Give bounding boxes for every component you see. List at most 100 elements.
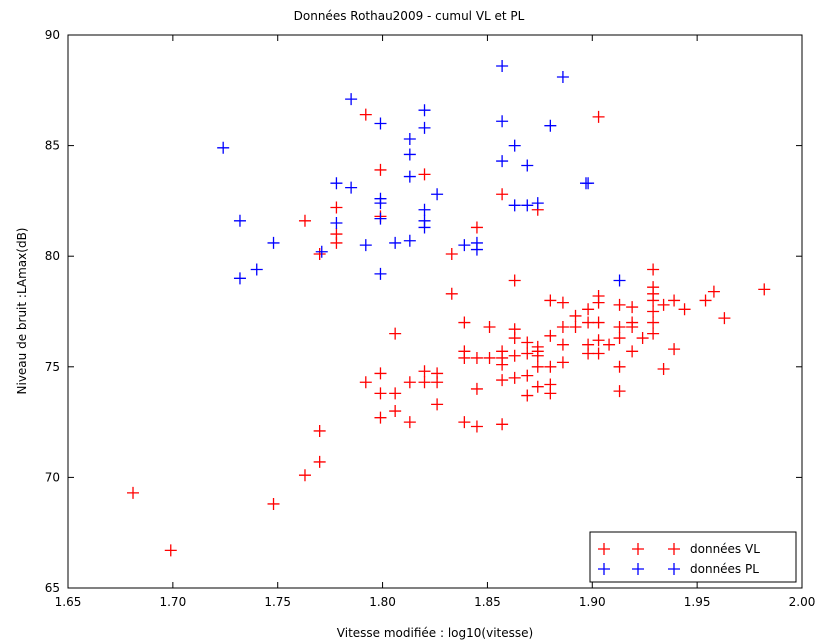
data-point (389, 387, 402, 400)
data-point (267, 236, 280, 249)
data-point (458, 416, 471, 429)
data-point (298, 214, 311, 227)
data-point (626, 301, 639, 314)
data-point (508, 274, 521, 287)
data-point (613, 274, 626, 287)
data-point (374, 117, 387, 130)
data-point (668, 343, 681, 356)
data-point (592, 347, 605, 360)
data-point (592, 316, 605, 329)
data-point (374, 267, 387, 280)
data-point (418, 168, 431, 181)
x-axis: 1.65 1.70 1.75 1.80 1.85 1.90 1.95 2.00 (55, 35, 815, 609)
data-point (313, 424, 326, 437)
data-point (521, 336, 534, 349)
data-point (556, 71, 569, 84)
data-point (313, 455, 326, 468)
data-point (508, 323, 521, 336)
data-point (544, 329, 557, 342)
data-point (496, 188, 509, 201)
data-point (657, 298, 670, 311)
data-point (544, 378, 557, 391)
data-point (330, 228, 343, 241)
data-point (678, 303, 691, 316)
data-point (483, 351, 496, 364)
data-point (657, 363, 670, 376)
data-point (613, 360, 626, 373)
legend-label: données VL (690, 542, 760, 556)
x-axis-label: Vitesse modifiée : log10(vitesse) (337, 626, 533, 640)
data-point (582, 316, 595, 329)
legend-marker (632, 543, 644, 555)
data-point (470, 221, 483, 234)
data-point (267, 497, 280, 510)
series-1 (217, 59, 626, 287)
data-point (374, 387, 387, 400)
data-point (298, 469, 311, 482)
data-point (496, 115, 509, 128)
data-point (647, 263, 660, 276)
legend-box (589, 531, 797, 583)
data-point (374, 367, 387, 380)
y-tick-label: 80 (45, 249, 60, 263)
data-point (556, 296, 569, 309)
data-point (647, 281, 660, 294)
data-point (418, 376, 431, 389)
data-point (330, 201, 343, 214)
plot-area (67, 34, 803, 589)
data-point (345, 93, 358, 106)
data-point (556, 338, 569, 351)
y-tick-label: 75 (45, 360, 60, 374)
x-tick-label: 1.85 (474, 595, 501, 609)
data-point (496, 59, 509, 72)
data-point (496, 155, 509, 168)
data-point (418, 214, 431, 227)
data-point (233, 214, 246, 227)
data-point (521, 159, 534, 172)
data-point (403, 148, 416, 161)
legend-marker (668, 543, 680, 555)
data-point (418, 104, 431, 117)
data-point (431, 188, 444, 201)
data-point (403, 132, 416, 145)
data-point (718, 312, 731, 325)
legend-label: données PL (690, 562, 759, 576)
data-point (445, 247, 458, 260)
legend: données VL données PL (589, 531, 797, 583)
data-point (647, 316, 660, 329)
data-points (127, 59, 771, 557)
data-point (521, 369, 534, 382)
data-point (544, 294, 557, 307)
legend-marker (598, 563, 610, 575)
data-point (544, 360, 557, 373)
data-point (569, 309, 582, 322)
data-point (592, 334, 605, 347)
data-point (313, 247, 326, 260)
data-point (758, 283, 771, 296)
data-point (531, 360, 544, 373)
data-point (431, 398, 444, 411)
legend-marker (632, 563, 644, 575)
data-point (613, 320, 626, 333)
x-tick-label: 1.70 (159, 595, 186, 609)
x-tick-label: 1.65 (55, 595, 82, 609)
y-tick-label: 90 (45, 28, 60, 42)
data-point (531, 380, 544, 393)
data-point (431, 367, 444, 380)
data-point (374, 212, 387, 225)
data-point (508, 199, 521, 212)
data-point (470, 236, 483, 249)
data-point (374, 192, 387, 205)
data-point (582, 303, 595, 316)
data-point (707, 285, 720, 298)
data-point (668, 294, 681, 307)
data-point (582, 338, 595, 351)
data-point (582, 177, 595, 190)
data-point (445, 287, 458, 300)
data-point (636, 332, 649, 345)
y-axis-label: Niveau de bruit :LAmax(dB) (15, 228, 29, 395)
data-point (508, 139, 521, 152)
data-point (418, 365, 431, 378)
data-point (521, 389, 534, 402)
data-point (508, 349, 521, 362)
